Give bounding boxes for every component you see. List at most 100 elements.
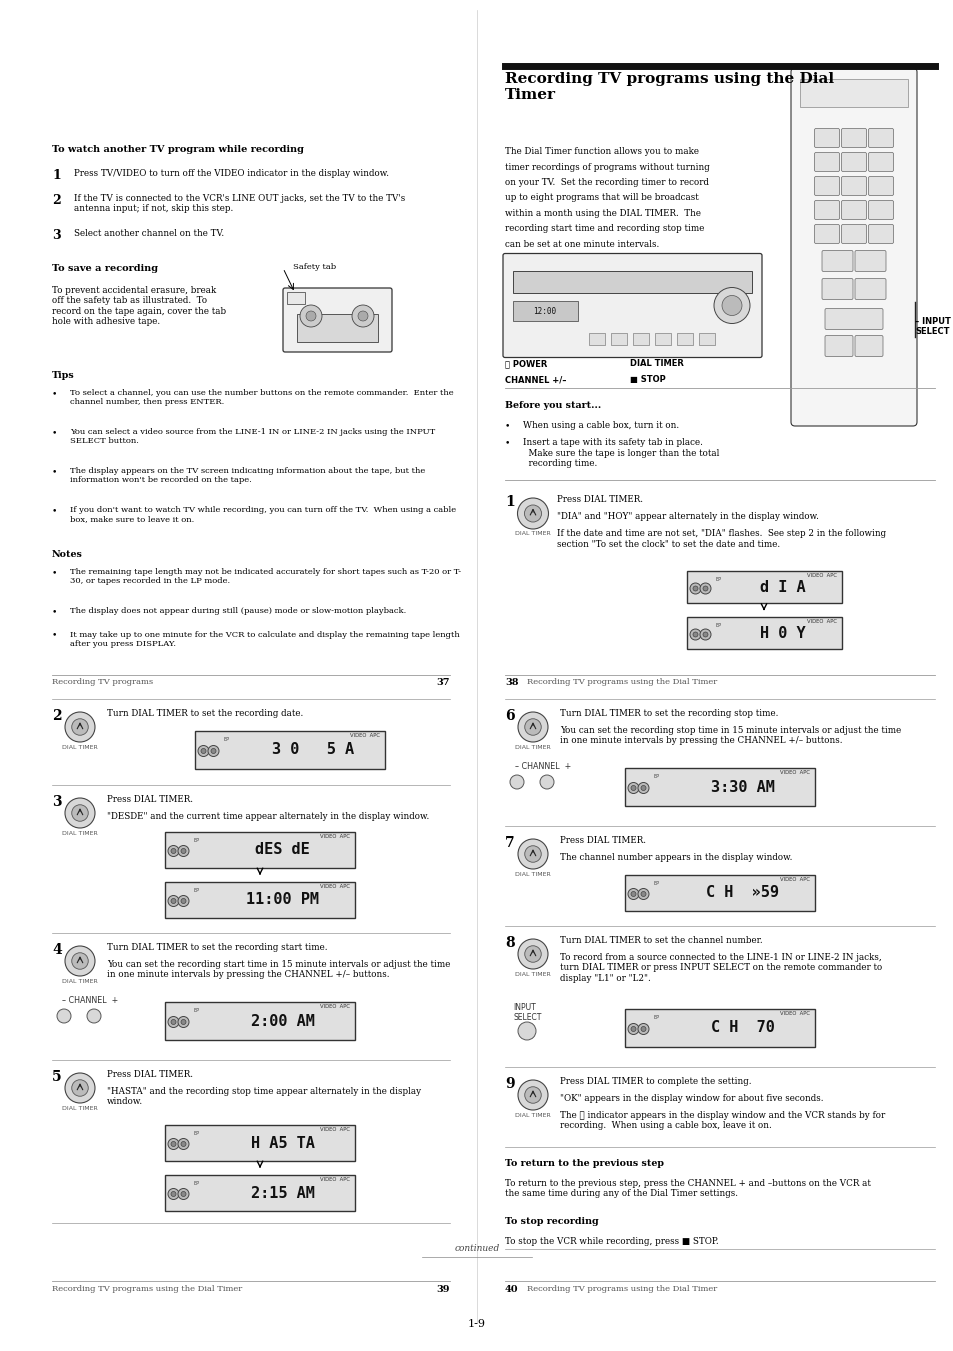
Circle shape (357, 311, 368, 322)
Text: •: • (52, 631, 57, 639)
Bar (686, 617, 841, 650)
FancyBboxPatch shape (841, 128, 865, 147)
Text: Turn DIAL TIMER to set the recording start time.: Turn DIAL TIMER to set the recording sta… (107, 943, 327, 952)
Circle shape (638, 1024, 648, 1035)
Circle shape (181, 848, 186, 854)
Bar (513, 272, 751, 293)
Text: Recording TV programs: Recording TV programs (52, 678, 153, 686)
Text: ■ STOP: ■ STOP (629, 376, 665, 385)
Circle shape (352, 305, 374, 327)
Text: 7: 7 (504, 836, 514, 850)
FancyBboxPatch shape (814, 128, 839, 147)
Circle shape (178, 1016, 189, 1028)
Text: on your TV.  Set the recording timer to record: on your TV. Set the recording timer to r… (504, 178, 708, 186)
Text: 12:00: 12:00 (533, 307, 556, 316)
Text: EP: EP (223, 738, 229, 742)
Text: 3:30 AM: 3:30 AM (710, 780, 774, 794)
Text: VIDEO  APC: VIDEO APC (350, 734, 379, 738)
Text: EP: EP (193, 1181, 199, 1186)
Bar (699, 334, 714, 346)
Circle shape (630, 892, 636, 897)
Bar (165, 832, 355, 867)
Circle shape (702, 632, 707, 638)
Text: up to eight programs that will be broadcast: up to eight programs that will be broadc… (504, 193, 698, 203)
Text: 8: 8 (504, 936, 514, 950)
Circle shape (71, 1079, 89, 1096)
Text: 9: 9 (504, 1077, 514, 1092)
Text: Notes: Notes (52, 550, 83, 559)
Text: To save a recording: To save a recording (52, 263, 158, 273)
Bar (513, 301, 578, 322)
Circle shape (630, 785, 636, 790)
FancyBboxPatch shape (841, 200, 865, 219)
Text: EP: EP (714, 577, 720, 582)
Text: within a month using the DIAL TIMER.  The: within a month using the DIAL TIMER. The (504, 209, 700, 218)
Text: C H  »59: C H »59 (705, 885, 779, 901)
FancyBboxPatch shape (867, 200, 893, 219)
Text: "OK" appears in the display window for about five seconds.: "OK" appears in the display window for a… (559, 1094, 822, 1102)
Text: EP: EP (714, 624, 720, 628)
Text: Press TV/VIDEO to turn off the VIDEO indicator in the display window.: Press TV/VIDEO to turn off the VIDEO ind… (74, 169, 389, 178)
FancyBboxPatch shape (867, 153, 893, 172)
Bar (296, 313, 377, 342)
Text: INPUT
SELECT: INPUT SELECT (513, 1002, 540, 1023)
Circle shape (539, 775, 554, 789)
Text: timer recordings of programs without turning: timer recordings of programs without tur… (504, 162, 709, 172)
Text: To stop recording: To stop recording (504, 1217, 598, 1225)
Circle shape (517, 712, 547, 742)
Text: EP: EP (652, 1015, 659, 1020)
Text: If the TV is connected to the VCR's LINE OUT jacks, set the TV to the TV's
anten: If the TV is connected to the VCR's LINE… (74, 195, 405, 213)
Circle shape (168, 1139, 179, 1150)
FancyBboxPatch shape (841, 177, 865, 196)
Text: EP: EP (193, 888, 199, 893)
Bar (165, 1175, 355, 1210)
Circle shape (692, 632, 698, 638)
Text: 40: 40 (504, 1285, 518, 1294)
Circle shape (700, 584, 710, 594)
Circle shape (171, 1020, 175, 1024)
Circle shape (692, 586, 698, 590)
Circle shape (713, 288, 749, 323)
FancyBboxPatch shape (821, 250, 852, 272)
Circle shape (168, 1189, 179, 1200)
Circle shape (524, 946, 540, 962)
Text: VIDEO  APC: VIDEO APC (806, 574, 836, 578)
Text: You can set the recording stop time in 15 minute intervals or adjust the time
in: You can set the recording stop time in 1… (559, 725, 901, 746)
Text: Press DIAL TIMER.: Press DIAL TIMER. (107, 1070, 193, 1079)
Circle shape (638, 889, 648, 900)
Circle shape (168, 846, 179, 857)
Circle shape (517, 1021, 536, 1040)
Circle shape (702, 586, 707, 590)
Circle shape (168, 896, 179, 907)
Circle shape (71, 952, 89, 969)
Circle shape (178, 1189, 189, 1200)
Circle shape (171, 1142, 175, 1147)
Circle shape (640, 1027, 645, 1032)
Text: recording start time and recording stop time: recording start time and recording stop … (504, 224, 703, 234)
FancyBboxPatch shape (867, 128, 893, 147)
Circle shape (524, 719, 540, 735)
Text: To watch another TV program while recording: To watch another TV program while record… (52, 145, 304, 154)
Text: H A5 TA: H A5 TA (251, 1135, 314, 1151)
Circle shape (627, 889, 639, 900)
Text: 3: 3 (52, 794, 62, 809)
Text: "DIA" and "HOY" appear alternately in the display window.: "DIA" and "HOY" appear alternately in th… (557, 512, 818, 521)
Circle shape (178, 896, 189, 907)
Text: You can select a video source from the LINE-1 IN or LINE-2 IN jacks using the IN: You can select a video source from the L… (70, 428, 435, 446)
Text: VIDEO  APC: VIDEO APC (319, 1004, 350, 1009)
Text: Turn DIAL TIMER to set the recording stop time.: Turn DIAL TIMER to set the recording sto… (559, 709, 778, 717)
Text: Recording TV programs using the Dial Timer: Recording TV programs using the Dial Tim… (52, 1285, 242, 1293)
Circle shape (638, 782, 648, 793)
Text: Press DIAL TIMER to complete the setting.: Press DIAL TIMER to complete the setting… (559, 1077, 751, 1086)
Text: Before you start...: Before you start... (504, 401, 600, 411)
Text: 5: 5 (52, 1070, 62, 1084)
Circle shape (524, 1086, 540, 1104)
Circle shape (627, 782, 639, 793)
Text: DIAL TIMER: DIAL TIMER (62, 979, 98, 984)
Circle shape (700, 630, 710, 640)
Bar (800, 78, 907, 107)
Text: 1: 1 (52, 169, 61, 182)
Text: VIDEO  APC: VIDEO APC (780, 877, 809, 882)
FancyBboxPatch shape (814, 153, 839, 172)
Circle shape (87, 1009, 101, 1023)
